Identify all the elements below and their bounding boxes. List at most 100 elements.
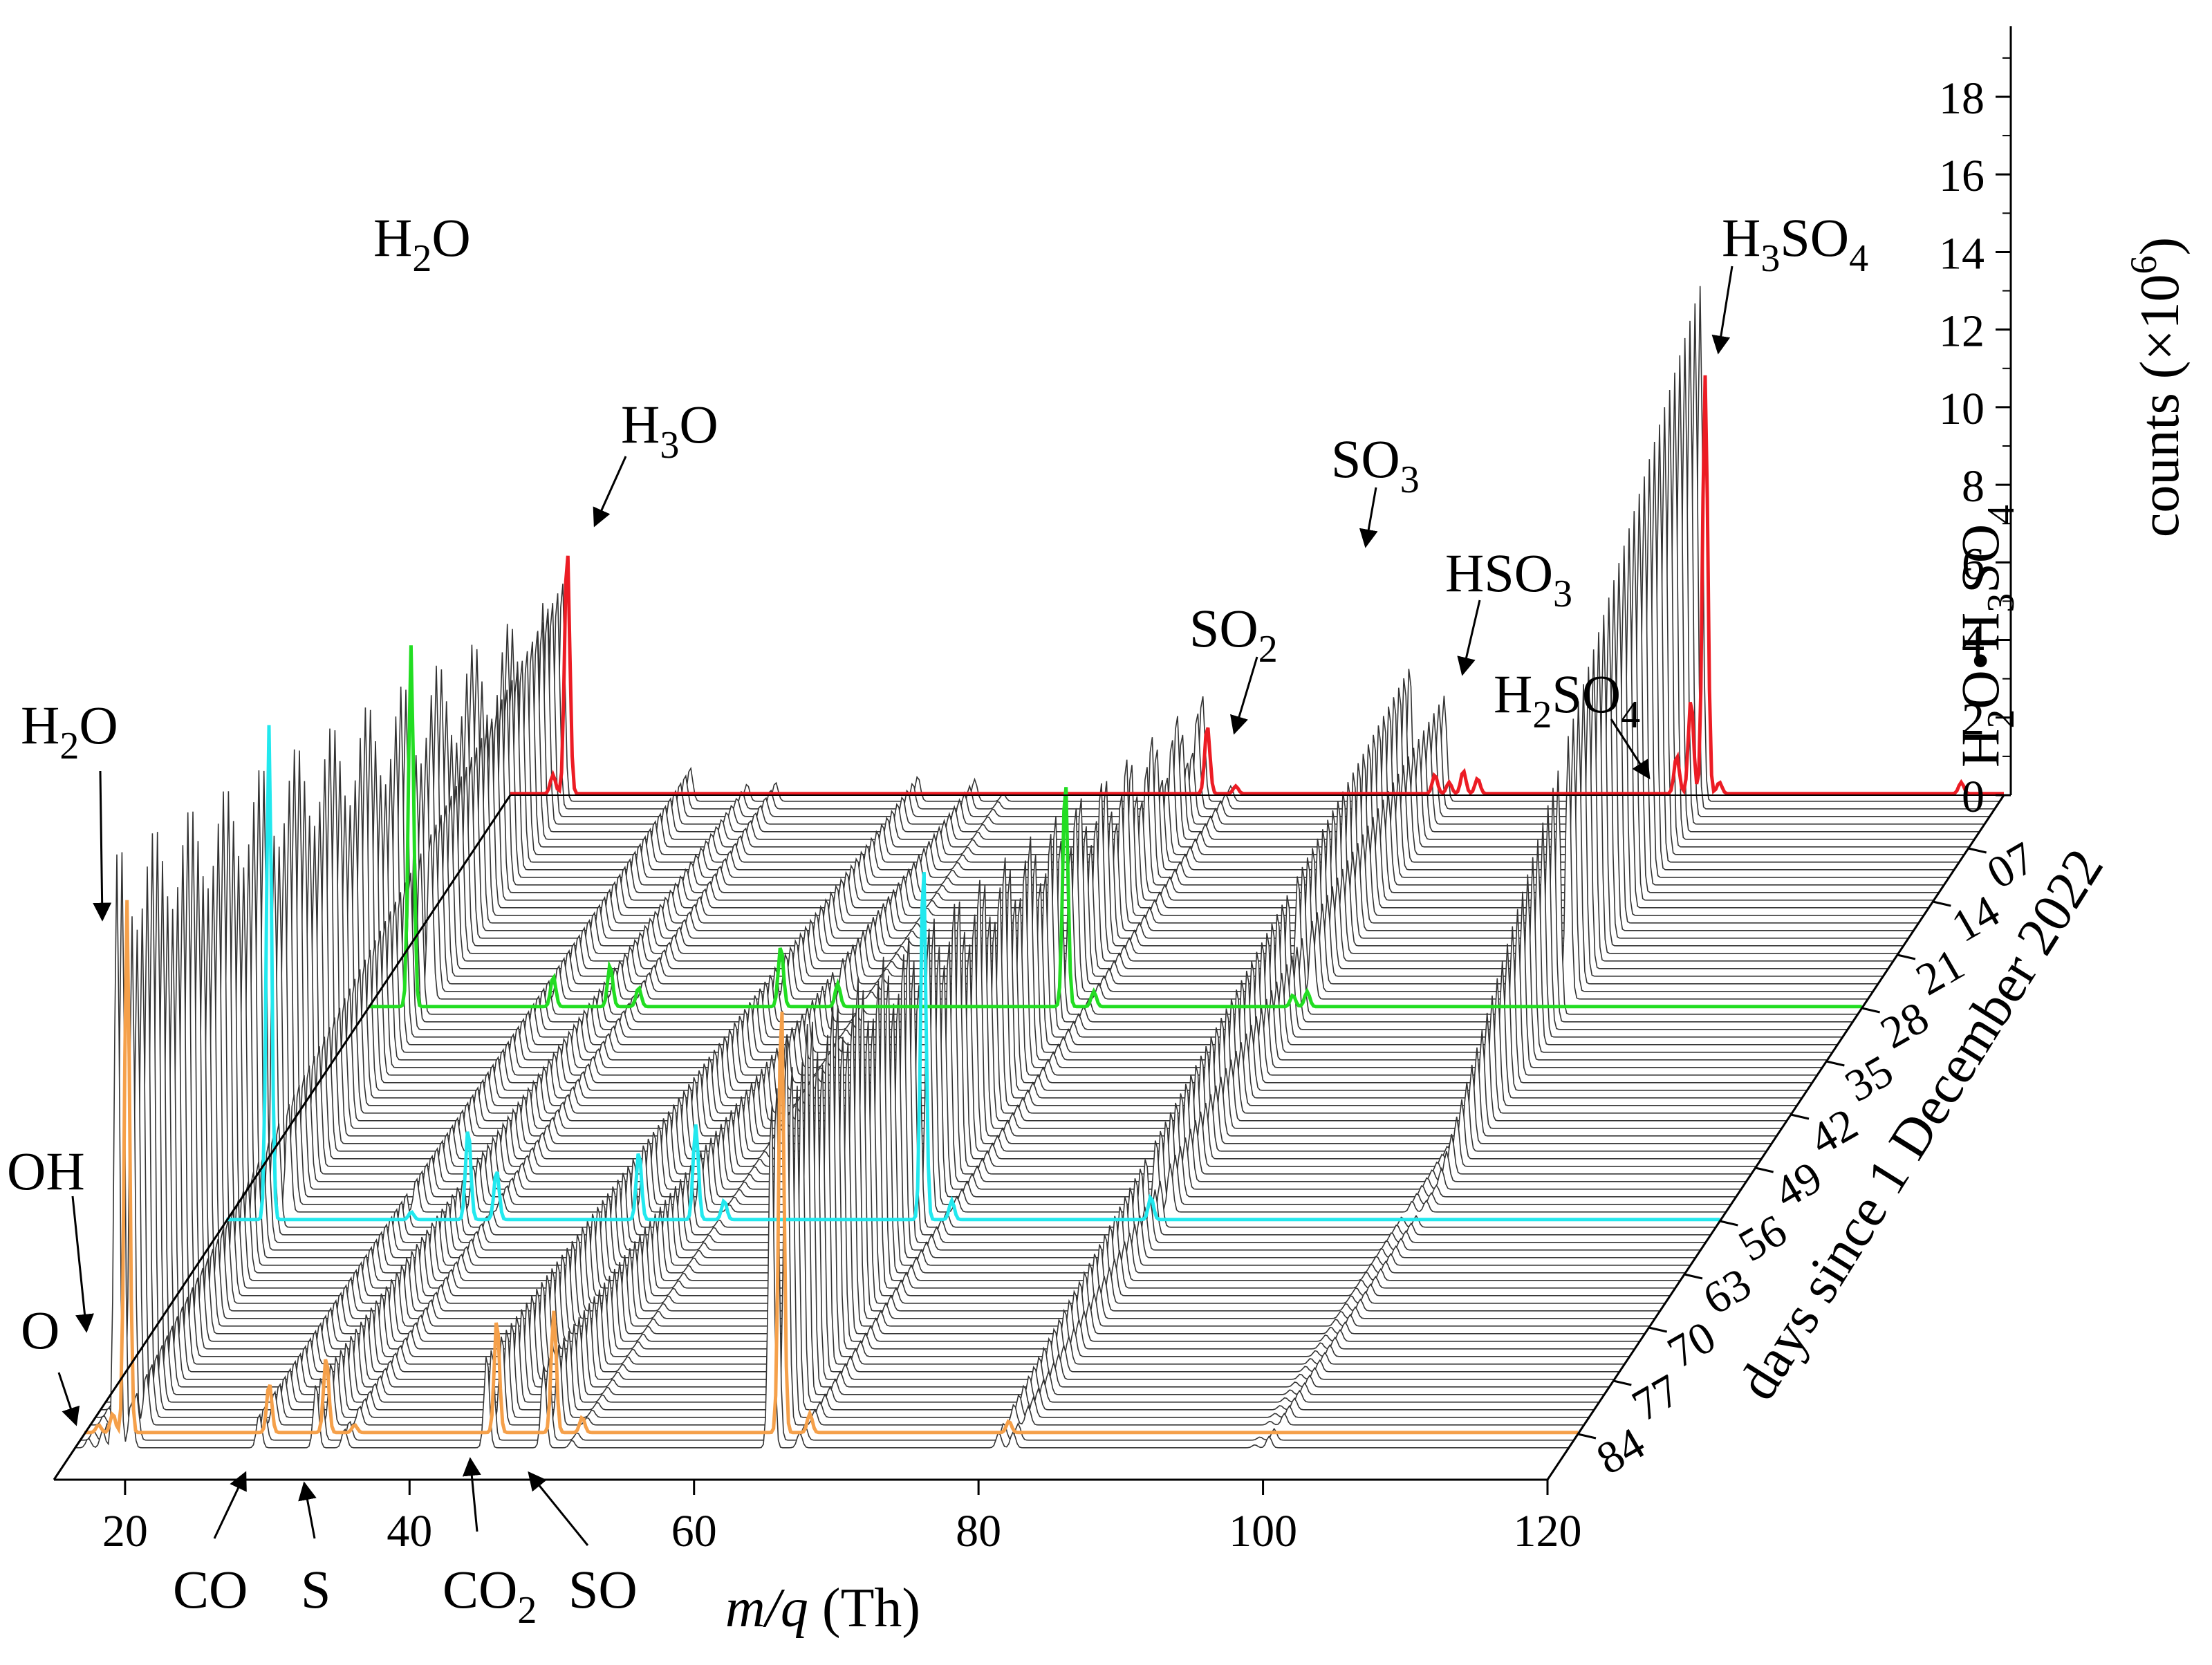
annotation-arrow <box>1610 718 1651 780</box>
grey-spectrum-day-47 <box>272 826 1766 1152</box>
z-axis-line <box>1546 794 2005 1480</box>
grey-spectrum-day-32 <box>348 759 1842 1038</box>
annotation-arrow <box>1457 599 1481 676</box>
annotation-h2o: H2O <box>373 207 471 280</box>
grey-spectrum-day-53 <box>241 823 1736 1198</box>
grey-spectrum-day-74 <box>135 887 1629 1357</box>
annotation-hso3: HSO3 <box>1445 543 1572 676</box>
grey-spectrum-day-71 <box>150 811 1644 1334</box>
grey-spectrum-day-9 <box>465 424 1958 863</box>
grey-spectrum-day-78 <box>115 832 1608 1388</box>
annotation-h2so4: H2SO4 <box>1494 664 1651 780</box>
z-tick-mark <box>1968 847 1987 854</box>
grey-spectrum-day-58 <box>216 770 1710 1236</box>
grey-spectrum-day-10 <box>459 441 1953 871</box>
grey-spectrum-day-55 <box>231 835 1725 1213</box>
y-tick-label: 0 <box>1962 772 1985 822</box>
highlighted-spectrum-day-0 <box>510 375 2004 796</box>
grey-spectrum-day-81 <box>100 908 1593 1411</box>
x-tick-label: 40 <box>387 1506 432 1556</box>
grey-spectrum-day-54 <box>236 846 1730 1205</box>
grey-spectrum-day-35 <box>333 741 1827 1061</box>
axes-frame <box>53 26 2012 1481</box>
y-tick-label: 2 <box>1962 694 1985 745</box>
annotation-oh: OH <box>7 1141 94 1333</box>
annotation-arrow <box>298 1481 317 1539</box>
x-tick-label: 20 <box>102 1506 148 1556</box>
grey-spectrum-day-64 <box>185 791 1680 1281</box>
grey-spectrum-day-5 <box>485 355 1979 832</box>
highlighted-spectrum-day-28 <box>368 645 1862 1009</box>
grey-spectrum-day-42 <box>297 761 1791 1114</box>
grey-spectrum-day-34 <box>337 775 1832 1053</box>
z-tick-label: 35 <box>1837 1045 1902 1112</box>
x-tick-label: 120 <box>1514 1506 1582 1556</box>
grey-spectrum-day-19 <box>413 597 1908 939</box>
grey-spectrum-day-59 <box>211 802 1705 1243</box>
grey-spectrum-day-82 <box>94 929 1588 1418</box>
annotation-arrow <box>1711 266 1734 355</box>
annotation-co: CO <box>173 1471 248 1619</box>
annotation-so2: SO2 <box>1189 598 1278 735</box>
grey-spectrum-day-23 <box>393 665 1888 969</box>
annotation-s: S <box>298 1481 331 1619</box>
grey-spectrum-day-46 <box>277 801 1771 1144</box>
grey-spectrum-day-4 <box>490 337 1984 825</box>
grey-spectrum-day-1 <box>505 286 1999 802</box>
grey-spectrum-day-12 <box>449 476 1943 886</box>
z-tick-label: 84 <box>1588 1418 1653 1485</box>
grey-spectrum-day-27 <box>373 736 1867 1000</box>
grey-spectrum-day-73 <box>140 845 1634 1350</box>
annotation-arrow <box>93 770 112 922</box>
grey-spectrum-day-85 <box>79 852 1573 1441</box>
y-tick-label: 10 <box>1939 384 1985 434</box>
species-label: OH <box>7 1141 85 1201</box>
annotation-arrow <box>71 1196 94 1333</box>
grey-spectrum-day-26 <box>378 718 1872 992</box>
highlighted-spectra <box>84 375 2004 1435</box>
y-tick-label: 12 <box>1939 306 1985 357</box>
species-label: H2SO4 <box>1494 664 1640 736</box>
highlighted-spectrum-day-56 <box>226 725 1720 1222</box>
z-tick-mark <box>1861 1007 1881 1014</box>
species-label: H3SO4 <box>1722 207 1868 280</box>
grey-spectrum-day-37 <box>322 707 1816 1076</box>
annotation-arrow <box>462 1457 481 1532</box>
grey-spectrum-day-50 <box>257 750 1751 1175</box>
y-tick-label: 14 <box>1939 228 1985 279</box>
z-tick-mark <box>1612 1379 1632 1386</box>
x-tick-label: 100 <box>1229 1506 1297 1556</box>
grey-spectrum-day-29 <box>363 689 1857 1015</box>
grey-spectrum-day-65 <box>180 791 1675 1289</box>
species-label: H3O <box>621 394 718 467</box>
grey-spectrum-day-45 <box>282 759 1776 1137</box>
z-tick-mark <box>1790 1113 1810 1120</box>
species-label: H2O•H3SO4 <box>1950 505 2023 768</box>
grey-spectrum-day-17 <box>424 563 1918 924</box>
z-tick-mark <box>1897 954 1916 960</box>
z-tick-label: 77 <box>1624 1365 1689 1431</box>
grey-spectrum-day-7 <box>474 389 1969 848</box>
grey-spectrum-day-30 <box>358 686 1852 1023</box>
grey-spectrum-day-13 <box>444 494 1938 893</box>
z-tick-mark <box>1577 1433 1597 1440</box>
grey-spectrum-day-48 <box>267 815 1760 1160</box>
grey-spectrum-day-75 <box>130 909 1624 1365</box>
species-label: CO <box>173 1559 248 1619</box>
z-tick-label: 28 <box>1872 992 1937 1059</box>
annotation-co2: CO2 <box>443 1457 537 1632</box>
z-tick-mark <box>1825 1060 1845 1067</box>
grey-spectrum-day-6 <box>480 372 1973 840</box>
grey-spectrum-day-62 <box>196 855 1690 1266</box>
grey-spectrum-day-43 <box>292 730 1786 1122</box>
grey-spectrum-day-33 <box>343 784 1837 1045</box>
grey-spectrum-day-36 <box>328 709 1821 1068</box>
grey-spectrum-day-15 <box>434 528 1928 909</box>
z-tick-label: 49 <box>1766 1152 1831 1218</box>
species-label: S <box>301 1559 331 1619</box>
z-tick-label: 70 <box>1660 1312 1725 1378</box>
x-tick-label: 60 <box>671 1506 717 1556</box>
grey-spectrum-day-16 <box>429 546 1923 916</box>
annotation-arrow <box>57 1372 80 1426</box>
